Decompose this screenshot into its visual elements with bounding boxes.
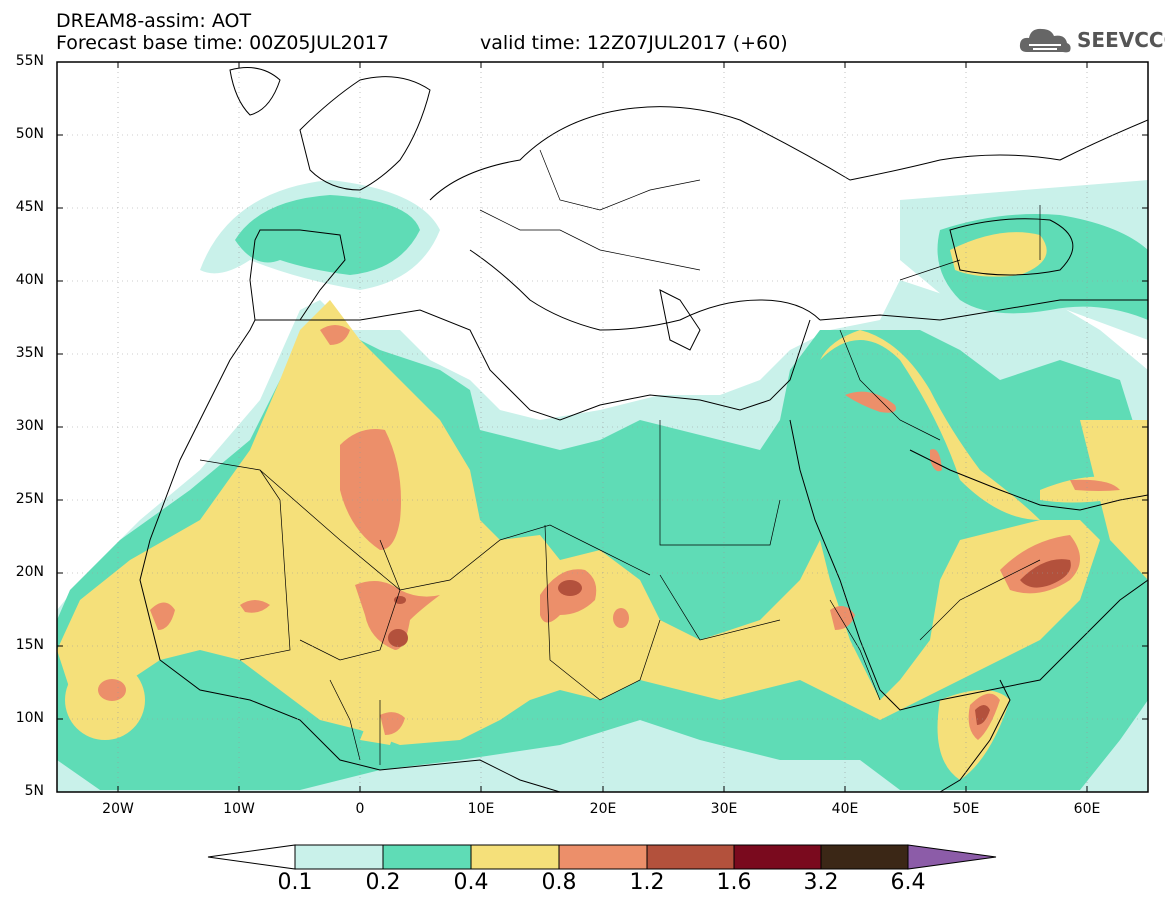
seevccc-logo: SEEVCCC [1017, 22, 1165, 58]
valid-time: valid time: 12Z07JUL2017 (+60) [480, 32, 788, 54]
colorbar-label: 0.4 [453, 870, 489, 895]
map-title: DREAM8-assim: AOT [56, 10, 252, 32]
lat-label: 35N [15, 345, 44, 361]
lon-label: 20E [589, 801, 617, 817]
lon-label: 20W [102, 801, 134, 817]
colorbar-bin-7 [820, 844, 909, 870]
logo-text: SEEVCCC [1077, 28, 1165, 52]
lon-label: 50E [952, 801, 980, 817]
colorbar-label: 0.1 [277, 870, 313, 895]
colorbar-bin-5 [646, 844, 735, 870]
lon-label: 30E [710, 801, 738, 817]
lat-label: 15N [15, 637, 44, 653]
axis-ticks [57, 61, 1148, 793]
colorbar [207, 844, 997, 870]
colorbar-label: 1.6 [716, 870, 752, 895]
colorbar-low-arrow [207, 844, 296, 870]
colorbar-high-arrow [907, 844, 997, 870]
lon-label: 10W [223, 801, 255, 817]
lat-label: 55N [15, 53, 44, 69]
colorbar-label: 1.2 [629, 870, 665, 895]
country-borders [199, 149, 1041, 765]
lat-label: 5N [24, 783, 44, 799]
lat-label: 25N [15, 491, 44, 507]
lat-label: 20N [15, 564, 44, 580]
colorbar-bin-3 [470, 844, 560, 870]
lon-label: 60E [1073, 801, 1101, 817]
cloud-icon [1019, 28, 1071, 53]
lat-label: 45N [15, 199, 44, 215]
lat-label: 10N [15, 710, 44, 726]
colorbar-bin-2 [382, 844, 472, 870]
lat-label: 40N [15, 272, 44, 288]
lat-label: 50N [15, 126, 44, 142]
colorbar-label: 0.2 [365, 870, 401, 895]
aot-field [57, 180, 1148, 792]
colorbar-label: 0.8 [541, 870, 577, 895]
grid-lines [57, 62, 1148, 792]
colorbar-bin-6 [733, 844, 822, 870]
colorbar-label: 3.2 [803, 870, 839, 895]
forecast-base-time: Forecast base time: 00Z05JUL2017 [56, 32, 389, 54]
lon-label: 40E [831, 801, 859, 817]
colorbar-bin-1 [294, 844, 384, 870]
colorbar-bin-4 [558, 844, 648, 870]
coastlines [139, 67, 1148, 792]
lon-label: 10E [467, 801, 495, 817]
colorbar-label: 6.4 [890, 870, 926, 895]
aot-level-0-4 [57, 232, 1148, 780]
lat-label: 30N [15, 418, 44, 434]
aot-level-1-2 [388, 559, 1071, 725]
lon-label: 0 [355, 801, 365, 817]
